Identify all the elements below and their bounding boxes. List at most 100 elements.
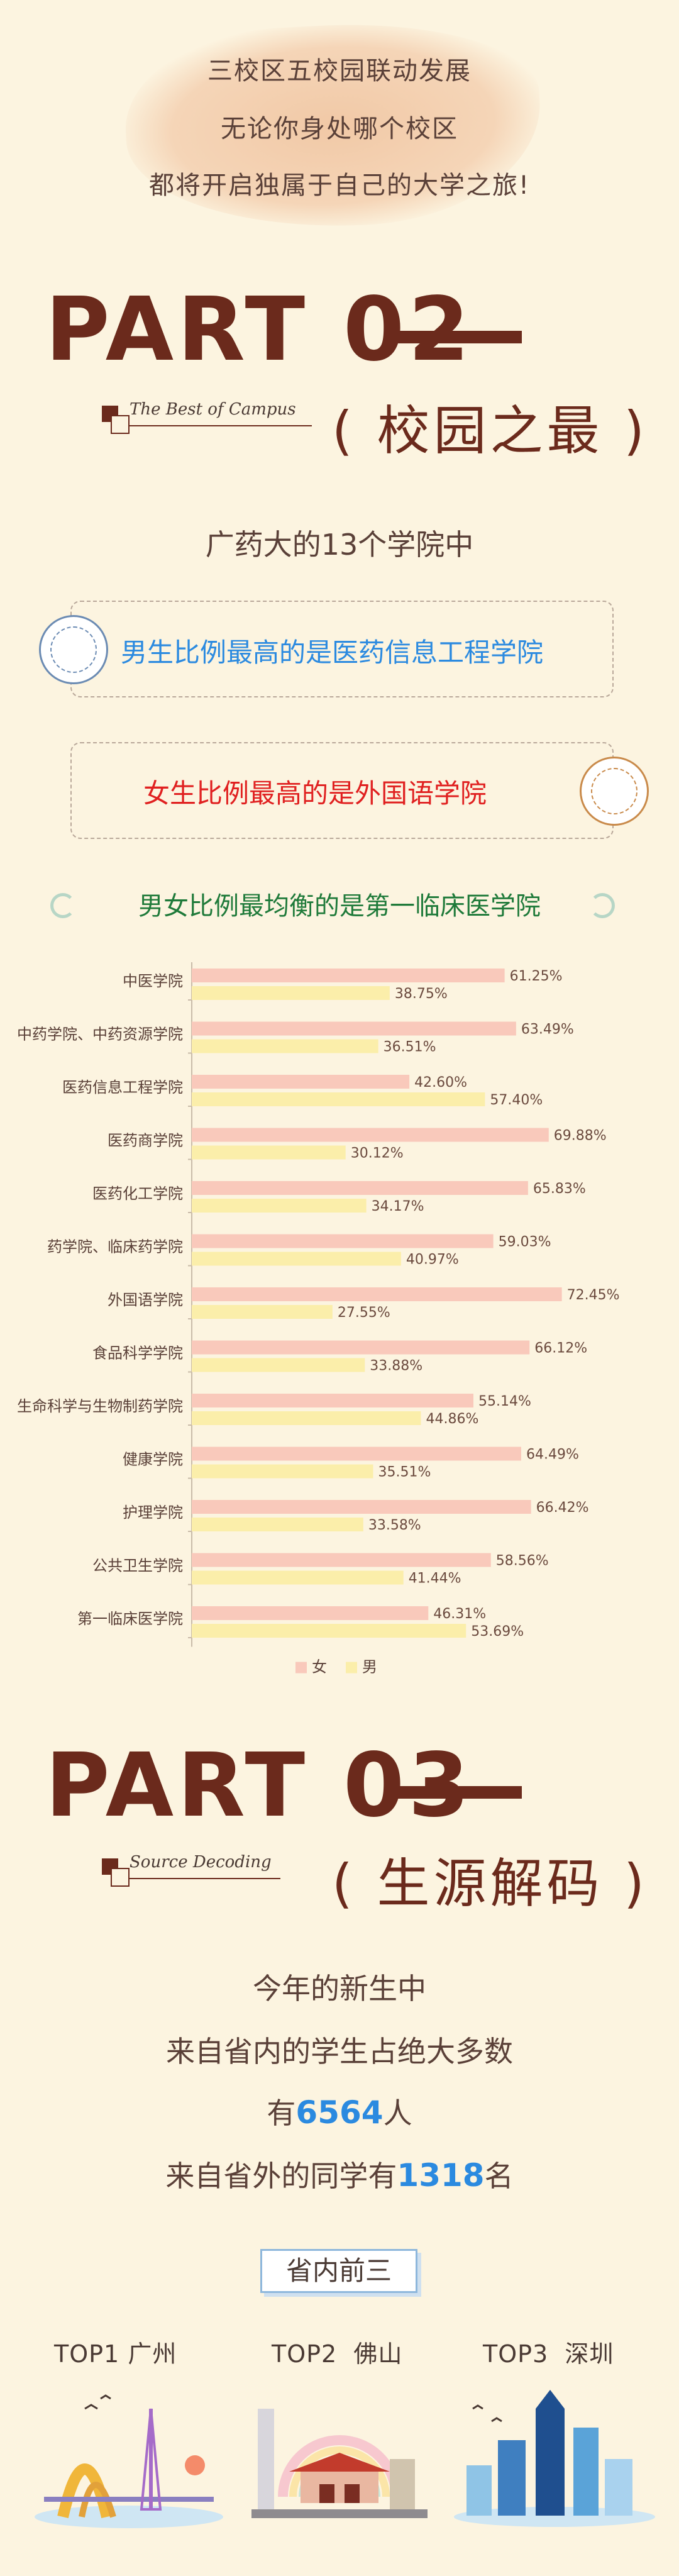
value-label: 57.40% — [490, 1092, 543, 1108]
value-label: 64.49% — [526, 1447, 579, 1463]
legend-swatch — [295, 1662, 307, 1674]
category-label: 第一临床医学院 — [77, 1610, 183, 1628]
value-label: 58.56% — [496, 1553, 549, 1569]
value-label: 59.03% — [499, 1235, 551, 1250]
intro-line-1: 三校区五校园联动发展 — [207, 57, 472, 86]
bar-female — [192, 1181, 528, 1195]
value-label: 33.58% — [368, 1518, 421, 1533]
part03-subtitle-cn: ( 生源解码 ) — [332, 1853, 648, 1914]
legend-label: 男 — [362, 1658, 377, 1676]
bar-female — [192, 1234, 494, 1248]
bar-male — [192, 1145, 346, 1160]
male-highest-text: 男生比例最高的是医药信息工程学院 — [121, 637, 544, 668]
bar-female — [192, 1606, 429, 1620]
bar-female — [192, 1021, 516, 1036]
city-1-rank: TOP1 — [54, 2340, 120, 2368]
square-outline-icon — [111, 1868, 130, 1887]
bar-female — [192, 1075, 410, 1089]
city-2-name: 佛山 — [353, 2340, 403, 2368]
city-2-heading: TOP2 佛山 — [272, 2334, 402, 2369]
value-label: 27.55% — [338, 1305, 390, 1321]
part03-subtitle-en: Source Decoding — [130, 1853, 272, 1872]
value-label: 46.31% — [433, 1606, 486, 1622]
foshan-illustration — [251, 2409, 428, 2518]
value-label: 44.86% — [426, 1411, 478, 1427]
category-label: 医药化工学院 — [92, 1185, 183, 1202]
part02-title-bar — [397, 331, 522, 343]
value-label: 35.51% — [378, 1465, 431, 1480]
category-label: 医药信息工程学院 — [62, 1079, 183, 1096]
bar-male — [192, 1039, 378, 1053]
bar-male — [192, 1518, 363, 1531]
legend-swatch — [346, 1662, 357, 1674]
source-line-2: 来自省内的学生占绝大多数 — [166, 2035, 513, 2068]
college-logo-badge — [39, 615, 108, 684]
city-3-rank: TOP3 — [483, 2340, 549, 2368]
line4-suffix: 名 — [484, 2159, 514, 2193]
value-label: 66.42% — [536, 1500, 589, 1516]
value-label: 61.25% — [510, 969, 563, 984]
male-highest-box — [70, 601, 614, 697]
value-label: 42.60% — [414, 1075, 467, 1091]
category-label: 护理学院 — [123, 1504, 183, 1521]
part03-title-bar — [397, 1786, 522, 1799]
city-3-name: 深圳 — [565, 2340, 614, 2368]
source-line-4: 来自省外的同学有1318名 — [0, 2153, 679, 2195]
category-label: 医药商学院 — [108, 1132, 183, 1150]
guangzhou-illustration — [35, 2394, 223, 2528]
value-label: 72.45% — [567, 1287, 620, 1303]
city-1-heading: TOP1 广州 — [54, 2334, 177, 2369]
line4-prefix: 来自省外的同学有 — [165, 2159, 397, 2193]
part03-title: PART 03 — [45, 1735, 473, 1837]
category-label: 药学院、临床药学院 — [47, 1238, 183, 1256]
balanced-text: 男女比例最均衡的是第一临床医学院 — [138, 892, 541, 921]
square-outline-icon — [111, 415, 130, 434]
college-logo-badge-2 — [580, 757, 649, 826]
value-label: 41.44% — [409, 1571, 461, 1587]
bar-female — [192, 1553, 491, 1567]
value-label: 69.88% — [554, 1128, 607, 1144]
category-label: 中药学院、中药资源学院 — [17, 1026, 183, 1043]
part02-subtitle-en: The Best of Campus — [130, 400, 296, 419]
city-1-name: 广州 — [128, 2340, 177, 2368]
value-label: 38.75% — [395, 986, 448, 1002]
legend-label: 女 — [312, 1658, 327, 1676]
bar-male — [192, 1624, 466, 1638]
out-province-count: 1318 — [397, 2157, 485, 2194]
category-label: 健康学院 — [123, 1451, 183, 1468]
value-label: 63.49% — [521, 1022, 574, 1038]
source-line-1: 今年的新生中 — [253, 1972, 426, 2006]
swirl-left-icon — [50, 893, 75, 918]
category-label: 食品科学学院 — [92, 1345, 183, 1362]
part02-lead: 广药大的13个学院中 — [205, 528, 474, 562]
female-highest-text: 女生比例最高的是外国语学院 — [143, 778, 487, 809]
bar-female — [192, 1446, 521, 1461]
line3-prefix: 有 — [267, 2096, 296, 2130]
intro-line-2: 无论你身处哪个校区 — [221, 114, 458, 143]
value-label: 33.88% — [370, 1358, 422, 1374]
value-label: 53.69% — [471, 1624, 524, 1640]
shenzhen-illustration — [454, 2390, 655, 2527]
bar-male — [192, 1570, 404, 1585]
female-highest-box — [70, 742, 614, 839]
bar-female — [192, 969, 505, 982]
line3-suffix: 人 — [383, 2096, 412, 2130]
part02-subtitle-cn: ( 校园之最 ) — [332, 400, 648, 462]
category-label: 公共卫生学院 — [92, 1557, 183, 1575]
city-2-rank: TOP2 — [272, 2340, 338, 2368]
category-label: 外国语学院 — [108, 1291, 183, 1309]
swirl-right-icon — [590, 893, 615, 918]
bar-male — [192, 986, 390, 1000]
bar-female — [192, 1500, 531, 1514]
value-label: 55.14% — [478, 1394, 531, 1409]
bar-female — [192, 1394, 474, 1407]
subtitle-underline — [130, 1878, 280, 1879]
value-label: 34.17% — [372, 1199, 424, 1214]
bar-female — [192, 1340, 530, 1355]
category-label: 中医学院 — [123, 972, 183, 990]
category-label: 生命科学与生物制药学院 — [17, 1397, 183, 1415]
bar-male — [192, 1199, 367, 1213]
value-label: 40.97% — [406, 1252, 459, 1268]
source-line-3: 有6564人 — [0, 2090, 679, 2132]
bar-male — [192, 1358, 365, 1372]
